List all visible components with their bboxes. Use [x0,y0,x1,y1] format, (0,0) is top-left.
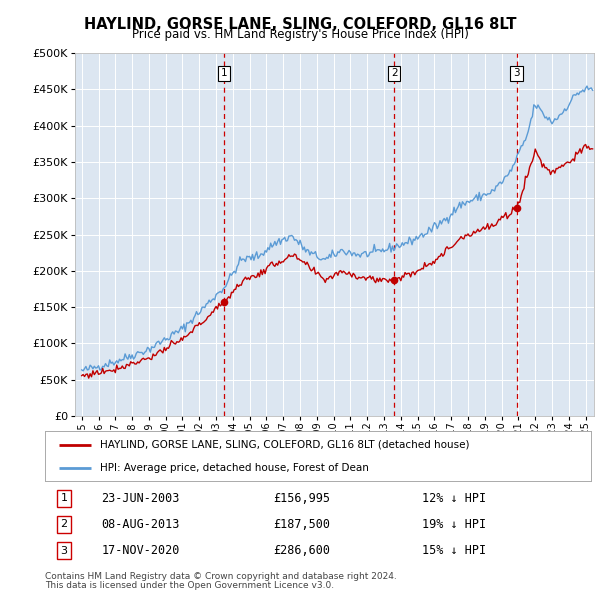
Text: 3: 3 [513,68,520,78]
Text: Contains HM Land Registry data © Crown copyright and database right 2024.: Contains HM Land Registry data © Crown c… [45,572,397,581]
Text: 23-JUN-2003: 23-JUN-2003 [101,491,180,504]
Text: £156,995: £156,995 [273,491,330,504]
Text: This data is licensed under the Open Government Licence v3.0.: This data is licensed under the Open Gov… [45,581,334,590]
Text: HPI: Average price, detached house, Forest of Dean: HPI: Average price, detached house, Fore… [100,463,368,473]
Text: 12% ↓ HPI: 12% ↓ HPI [422,491,487,504]
Text: HAYLIND, GORSE LANE, SLING, COLEFORD, GL16 8LT (detached house): HAYLIND, GORSE LANE, SLING, COLEFORD, GL… [100,440,469,450]
Text: 3: 3 [61,546,68,556]
Text: 1: 1 [221,68,227,78]
Text: 08-AUG-2013: 08-AUG-2013 [101,518,180,531]
Text: 2: 2 [61,519,68,529]
Text: £187,500: £187,500 [273,518,330,531]
Text: 19% ↓ HPI: 19% ↓ HPI [422,518,487,531]
Text: £286,600: £286,600 [273,544,330,557]
Text: 1: 1 [61,493,68,503]
Text: HAYLIND, GORSE LANE, SLING, COLEFORD, GL16 8LT: HAYLIND, GORSE LANE, SLING, COLEFORD, GL… [84,17,516,31]
Text: 2: 2 [391,68,397,78]
Text: 15% ↓ HPI: 15% ↓ HPI [422,544,487,557]
Text: Price paid vs. HM Land Registry's House Price Index (HPI): Price paid vs. HM Land Registry's House … [131,28,469,41]
Text: 17-NOV-2020: 17-NOV-2020 [101,544,180,557]
